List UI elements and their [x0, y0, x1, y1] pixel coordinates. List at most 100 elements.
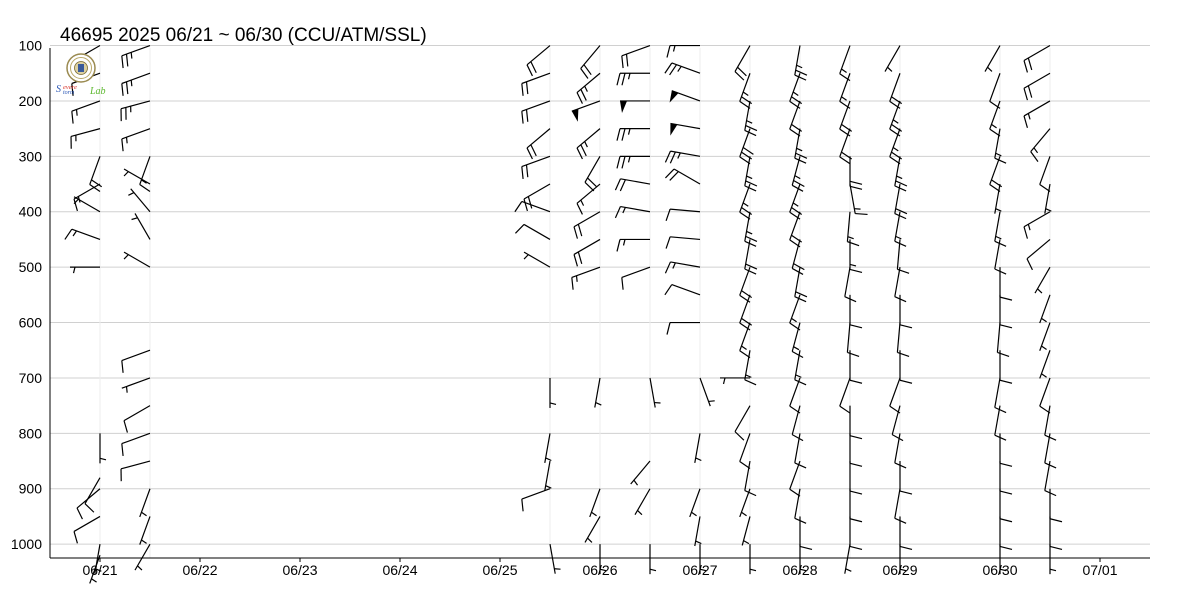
barb-half-feather — [95, 568, 102, 572]
barb-staff — [994, 128, 1001, 159]
barb-half-feather — [1041, 317, 1047, 323]
barb-full-feather — [794, 157, 807, 164]
barb-half-feather — [130, 52, 133, 59]
barb-full-feather — [121, 138, 124, 152]
wind-barb — [849, 156, 863, 190]
barb-full-feather — [744, 129, 757, 137]
barb-half-feather — [845, 568, 852, 572]
wind-barb — [739, 128, 754, 165]
wind-barb — [999, 267, 1013, 301]
barb-staff — [1044, 405, 1051, 436]
barb-staff — [1044, 433, 1051, 463]
barb-staff — [630, 460, 651, 485]
wind-barb — [849, 294, 863, 329]
barb-full-feather — [514, 224, 525, 234]
wind-barb — [844, 544, 852, 574]
barb-full-feather — [530, 61, 537, 73]
barb-half-feather — [745, 374, 752, 378]
wind-barb — [128, 188, 151, 213]
y-tick-label: 500 — [19, 259, 43, 275]
wind-barb — [994, 211, 1007, 247]
barb-full-feather — [791, 267, 804, 275]
grid-lines — [50, 45, 1150, 558]
barb-half-feather — [896, 175, 903, 180]
barb-half-feather — [796, 64, 803, 69]
barb-half-feather — [123, 171, 129, 177]
barb-half-feather — [523, 254, 529, 260]
barb-half-feather — [72, 266, 76, 274]
barb-full-feather — [665, 236, 671, 249]
y-tick-label: 400 — [19, 204, 43, 220]
barb-full-feather — [666, 45, 671, 58]
barb-half-feather — [575, 275, 578, 282]
wind-barb — [699, 377, 715, 407]
wind-barb — [139, 488, 151, 518]
barb-full-feather — [669, 171, 679, 181]
barb-full-feather — [614, 178, 622, 191]
barb-full-feather — [849, 545, 863, 551]
barb-staff — [994, 183, 1001, 214]
wind-barb — [669, 90, 701, 103]
wind-barb — [573, 238, 601, 267]
barb-half-feather — [746, 175, 753, 180]
barb-full-feather — [1023, 60, 1028, 73]
barb-half-feather — [131, 217, 138, 221]
barb-full-feather — [849, 180, 863, 185]
barb-staff — [839, 73, 851, 102]
wind-barb — [999, 516, 1013, 551]
barb-staff — [521, 488, 551, 500]
barb-staff — [839, 128, 851, 158]
wind-barb — [1023, 211, 1051, 239]
barb-full-feather — [669, 151, 676, 164]
wind-barb — [64, 228, 101, 241]
barb-half-feather — [899, 568, 907, 572]
wind-barb — [521, 72, 551, 96]
barb-staff — [739, 73, 751, 102]
barb-half-feather — [545, 457, 552, 462]
barb-full-feather — [125, 54, 129, 67]
barb-full-feather — [795, 69, 808, 76]
wind-barb — [994, 377, 1007, 414]
wind-barb — [616, 72, 650, 86]
barb-staff — [123, 168, 151, 185]
y-tick-label: 700 — [19, 370, 43, 386]
barb-staff — [744, 100, 751, 131]
barb-half-feather — [75, 109, 78, 116]
barb-full-feather — [999, 518, 1013, 523]
barb-staff — [89, 555, 101, 584]
barb-staff — [671, 90, 701, 102]
barb-half-feather — [1033, 147, 1039, 154]
barb-staff — [1026, 238, 1051, 260]
barb-full-feather — [739, 156, 751, 165]
barb-staff — [894, 211, 901, 242]
barb-full-feather — [91, 179, 103, 188]
barb-staff — [73, 515, 101, 532]
barb-staff — [889, 73, 901, 102]
barb-half-feather — [1027, 224, 1031, 231]
barb-staff — [76, 488, 101, 509]
wind-barb — [526, 45, 551, 77]
wind-barb — [544, 433, 552, 463]
wind-barb — [1034, 266, 1051, 294]
wind-barb — [630, 460, 651, 486]
wind-barb — [649, 377, 661, 408]
barb-half-feather — [793, 346, 800, 351]
barb-full-feather — [794, 462, 807, 469]
barb-staff — [896, 239, 901, 270]
wind-barb — [789, 460, 801, 497]
wind-barb — [739, 433, 751, 469]
barb-full-feather — [669, 64, 678, 76]
wind-barb — [521, 155, 551, 179]
wind-barb — [734, 405, 751, 441]
barb-staff — [794, 350, 801, 380]
wind-barb — [664, 150, 701, 164]
barb-full-feather — [580, 68, 589, 79]
barb-half-feather — [549, 402, 557, 406]
barb-half-feather — [695, 540, 702, 545]
barb-full-feather — [849, 379, 863, 384]
barb-full-feather — [994, 240, 1007, 247]
barb-staff — [544, 460, 551, 491]
barb-full-feather — [73, 198, 78, 212]
barb-full-feather — [1023, 226, 1028, 239]
barb-full-feather — [849, 462, 863, 467]
